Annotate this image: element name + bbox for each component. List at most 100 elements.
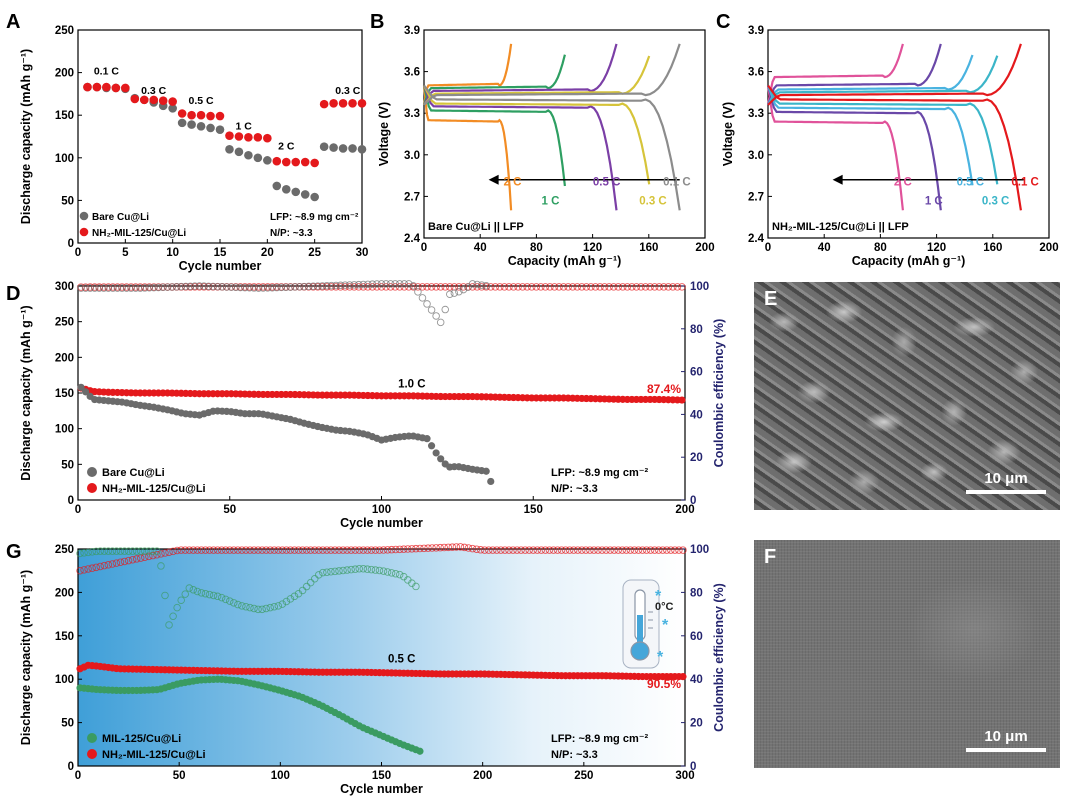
capacity-point	[423, 435, 431, 443]
note-loading: LFP: ~8.9 mg cm⁻²	[270, 212, 359, 223]
ce-point	[189, 586, 198, 594]
ce-point	[205, 546, 214, 554]
ce-point	[468, 280, 477, 288]
y-tick-label: 250	[55, 25, 74, 37]
rate-label: 0.3 C	[335, 85, 361, 97]
ce-point	[377, 280, 386, 288]
ce-point	[351, 565, 359, 573]
discharge-curve	[422, 85, 513, 211]
ce-point	[654, 546, 663, 554]
rate-label: 0.5 C	[189, 95, 215, 107]
ce-point	[86, 284, 94, 292]
y-tick-label: 3.0	[404, 150, 420, 162]
y-tick-label: 50	[61, 195, 74, 207]
data-point	[348, 144, 357, 153]
charge-curve	[423, 43, 681, 106]
capacity-point	[77, 383, 85, 391]
y2-tick-label: 100	[690, 544, 709, 556]
y-tick-label: 50	[61, 718, 74, 730]
ce-point	[634, 546, 643, 554]
ce-point	[193, 546, 202, 554]
ce-point	[626, 546, 635, 554]
ce-point	[306, 578, 315, 587]
ce-point	[375, 546, 384, 554]
data-point	[215, 125, 225, 134]
data-point	[291, 187, 301, 197]
legend-marker-1	[87, 733, 97, 743]
data-point	[253, 133, 263, 142]
y-tick-label: 3.9	[748, 25, 764, 37]
cell-config-label: NH₂-MIL-125/Cu@Li || LFP	[772, 221, 909, 233]
ce-point	[487, 283, 495, 291]
ce-point	[610, 546, 618, 554]
ce-point	[88, 548, 96, 556]
ce-point	[250, 284, 258, 292]
data-point	[196, 110, 206, 120]
ce-point	[96, 562, 105, 571]
ce-point	[242, 546, 250, 554]
y2-tick-label: 80	[690, 587, 703, 599]
ce-point	[450, 289, 459, 297]
data-point	[329, 143, 338, 152]
thermometer-icon	[622, 579, 660, 669]
ce-point	[310, 546, 319, 554]
ce-point	[350, 281, 358, 289]
rate-label: 0.1 C	[1011, 176, 1039, 188]
data-point	[206, 123, 215, 133]
ce-point	[90, 284, 99, 292]
y-axis-title: Discharge capacity (mAh g⁻¹)	[19, 570, 33, 745]
x-tick-label: 50	[173, 770, 186, 782]
ce-point	[76, 566, 84, 575]
rate-label: 1 C	[925, 196, 943, 208]
ce-point	[112, 559, 121, 567]
data-point	[244, 133, 253, 142]
ce-point	[623, 283, 632, 291]
ce-point	[363, 546, 372, 554]
ce-point	[598, 546, 606, 554]
ce-point	[165, 621, 173, 629]
ce-point	[270, 602, 279, 611]
x-tick-label: 0	[421, 242, 427, 254]
ce-point	[404, 545, 412, 553]
scale-text-f: 10 μm	[984, 728, 1028, 745]
ce-point	[131, 284, 140, 292]
panel-c: 0 40 80 120 160 200 2.4 2.7 3.0 3.3 3.6 3.9 Capacity…	[716, 11, 1059, 268]
panel-label-a: A	[6, 11, 20, 33]
y-tick-label: 3.3	[748, 108, 764, 120]
ce-point	[630, 546, 639, 554]
ce-point	[331, 546, 339, 554]
ce-point	[424, 544, 432, 552]
scale-bar-e: 10 μm	[966, 470, 1046, 494]
data-point	[149, 95, 159, 105]
x-tick-label: 100	[271, 770, 290, 782]
ce-point	[521, 546, 529, 554]
data-point	[272, 156, 282, 166]
ce-point	[217, 593, 226, 602]
ce-point	[157, 550, 165, 558]
ce-point	[200, 282, 208, 290]
ce-point	[464, 544, 473, 552]
ce-point	[266, 603, 274, 612]
y2-axis-title: Coulombic efficiency (%)	[712, 319, 726, 468]
ce-point	[221, 595, 230, 604]
x-tick-label: 10	[166, 247, 179, 259]
ce-point	[373, 280, 381, 288]
ce-point	[432, 544, 440, 552]
ce-point	[412, 544, 420, 553]
x-tick-label: 200	[473, 770, 492, 782]
ce-point	[168, 283, 176, 291]
ce-point	[391, 569, 400, 578]
data-point	[244, 150, 253, 160]
ce-point	[213, 282, 222, 291]
ce-point	[395, 545, 404, 554]
data-point	[215, 111, 225, 121]
ce-point	[578, 283, 586, 291]
plot-frame-b	[423, 29, 706, 239]
y-tick-label: 0	[68, 495, 74, 507]
y2-axis-title: Coulombic efficiency (%)	[712, 583, 726, 732]
ce-point	[382, 280, 390, 288]
data-point	[168, 97, 177, 106]
data-point	[130, 94, 140, 104]
ce-point	[359, 280, 368, 289]
ce-point	[646, 283, 654, 291]
